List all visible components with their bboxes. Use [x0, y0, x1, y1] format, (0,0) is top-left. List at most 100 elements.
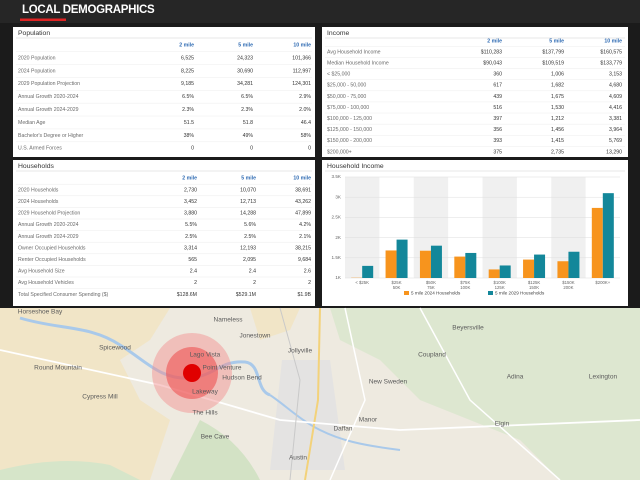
bar — [499, 265, 511, 278]
bar — [419, 250, 431, 278]
column-header: 2 mile — [179, 42, 194, 48]
map-label: Lakeway — [192, 389, 218, 396]
bar — [430, 245, 442, 278]
cell-value: 617 — [493, 83, 502, 89]
cell-value: 0 — [308, 146, 311, 152]
row-label: Avg Household Size — [18, 269, 65, 275]
row-label: $125,000 - 150,000 — [327, 127, 372, 133]
row-label: U.S. Armed Forces — [18, 146, 62, 152]
cell-value: 2,735 — [551, 149, 564, 155]
y-tick-label: 3K — [335, 194, 342, 199]
cell-value: 6,525 — [181, 55, 194, 61]
cell-value: 356 — [493, 127, 502, 133]
column-header: 10 mile — [293, 42, 311, 48]
row-label: $150,000 - 200,000 — [327, 138, 372, 144]
cell-value: 3,314 — [184, 245, 197, 251]
panel-title: Population — [18, 30, 50, 37]
map-label: Spicewood — [99, 345, 131, 352]
road — [419, 307, 561, 480]
bar — [454, 256, 466, 278]
row-label: Avg Household Vehicles — [18, 280, 74, 286]
radius-2-mile — [183, 364, 201, 382]
cell-value: 2 — [194, 280, 197, 286]
cell-value: 2 — [308, 280, 311, 286]
cell-value: 2.4 — [249, 269, 256, 275]
cell-value: 38,691 — [295, 187, 311, 193]
cell-value: $110,283 — [481, 49, 502, 55]
cell-value: 38% — [184, 133, 195, 139]
cell-value: 5.5% — [185, 222, 197, 228]
map-label: Jonestown — [239, 333, 270, 340]
cell-value: 2 — [253, 280, 256, 286]
legend-label: 5 mile 2029 Households — [495, 290, 545, 295]
x-tick-label: < $25K — [355, 280, 369, 285]
cell-value: 3,964 — [609, 127, 622, 133]
cell-value: 51.8 — [243, 120, 253, 126]
cell-value: 4,416 — [609, 105, 622, 111]
panel-title: Households — [18, 163, 54, 170]
cell-value: $90,043 — [483, 60, 502, 66]
cell-value: 4.2% — [299, 222, 311, 228]
map-label: The Hills — [192, 410, 218, 417]
row-label: Median Age — [18, 120, 46, 126]
cell-value: 2.4 — [190, 269, 197, 275]
cell-value: 30,690 — [237, 68, 253, 74]
cell-value: 2.3% — [241, 107, 253, 113]
bar — [602, 193, 614, 278]
cell-value: 4,680 — [609, 83, 622, 89]
cell-value: $160,575 — [600, 49, 622, 55]
road — [279, 307, 301, 480]
cell-value: 375 — [493, 149, 502, 155]
cell-value: 516 — [493, 105, 502, 111]
row-label: $25,000 - 50,000 — [327, 83, 366, 89]
x-tick-label: $75K 100K — [460, 280, 470, 290]
column-header: 5 mile — [549, 38, 564, 44]
cell-value: 1,682 — [551, 83, 564, 89]
cell-value: 3,381 — [609, 116, 622, 122]
row-label: $100,000 - 125,000 — [327, 116, 372, 122]
cell-value: 2,730 — [184, 187, 197, 193]
row-label: $75,000 - 100,000 — [327, 105, 369, 111]
header-bar — [0, 0, 640, 23]
cell-value: 1,675 — [551, 94, 564, 100]
map-label: New Sweden — [369, 379, 408, 386]
row-label: Bachelor's Degree or Higher — [18, 133, 84, 139]
cell-value: 6.5% — [241, 94, 253, 100]
row-label: $200,000+ — [327, 149, 352, 155]
map-label: Beyersville — [452, 325, 484, 332]
cell-value: 1,456 — [551, 127, 564, 133]
cell-value: 3,452 — [184, 199, 197, 205]
row-label: 2020 Households — [18, 187, 59, 193]
cell-value: 51.5 — [184, 120, 194, 126]
highway — [304, 307, 321, 480]
x-tick-label: $100K 125K — [493, 280, 506, 290]
cell-value: 112,997 — [293, 68, 311, 74]
row-label: Annual Growth 2024-2029 — [18, 234, 79, 240]
map-area — [170, 420, 260, 480]
bar — [385, 250, 397, 278]
cell-value: 124,301 — [292, 81, 311, 87]
y-tick-label: 1K — [335, 275, 342, 280]
cell-value: 9,185 — [181, 81, 194, 87]
cell-value: 3,880 — [184, 211, 197, 217]
row-label: Avg Household Income — [327, 49, 381, 55]
bar — [534, 254, 546, 278]
cell-value: 14,288 — [240, 211, 256, 217]
panel-title: Income — [327, 30, 350, 37]
river — [269, 394, 401, 451]
row-label: Median Household Income — [327, 60, 389, 66]
cell-value: 49% — [243, 133, 254, 139]
map-label: Daffan — [333, 426, 352, 433]
column-header: 2 mile — [487, 38, 502, 44]
cell-value: 12,713 — [240, 199, 256, 205]
map-label: Cypress Mill — [82, 394, 118, 401]
column-header: 10 mile — [604, 38, 622, 44]
cell-value: 5.6% — [244, 222, 256, 228]
map-label: Round Mountain — [34, 365, 82, 372]
cell-value: 397 — [493, 116, 502, 122]
y-tick-label: 3.5K — [332, 174, 342, 179]
cell-value: 2.9% — [299, 94, 311, 100]
cell-value: 101,366 — [292, 55, 311, 61]
bar — [465, 252, 477, 278]
cell-value: 58% — [301, 133, 312, 139]
